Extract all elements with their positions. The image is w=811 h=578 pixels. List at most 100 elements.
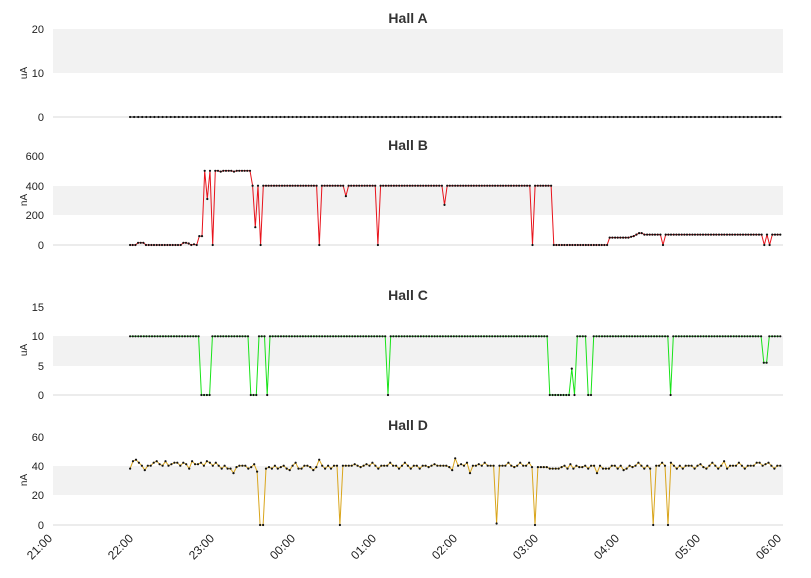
data-point (486, 115, 489, 119)
data-point (483, 461, 486, 464)
data-point (358, 184, 361, 187)
data-point (763, 243, 766, 247)
data-point (301, 335, 304, 338)
data-point (460, 463, 463, 466)
data-point (288, 184, 292, 187)
data-point (371, 461, 374, 464)
data-point (768, 335, 771, 338)
data-point (653, 335, 656, 338)
data-point (513, 466, 516, 469)
data-point (310, 184, 313, 187)
data-point (344, 115, 347, 119)
data-point (360, 184, 363, 187)
data-point (628, 464, 631, 467)
panel-hall-c-plot (129, 335, 782, 397)
data-point (576, 115, 579, 119)
data-point (406, 335, 409, 338)
data-point (282, 335, 285, 338)
data-point (560, 243, 563, 247)
data-point (282, 464, 285, 467)
data-point (494, 115, 497, 119)
data-point (153, 335, 156, 338)
data-point (459, 184, 462, 187)
data-point (214, 335, 217, 338)
data-point (176, 461, 179, 464)
data-point (472, 184, 475, 187)
data-point (490, 115, 493, 119)
data-point (182, 241, 185, 244)
data-point (312, 184, 315, 187)
data-point (477, 463, 480, 466)
data-point (571, 115, 575, 119)
data-point (440, 184, 443, 187)
data-point (741, 233, 745, 236)
data-point (743, 467, 746, 470)
data-point (546, 335, 549, 338)
data-point (499, 184, 502, 187)
data-point (297, 467, 300, 470)
data-point (572, 467, 575, 470)
data-point (545, 466, 548, 469)
data-point (227, 335, 230, 338)
data-point (341, 464, 344, 467)
data-point (421, 115, 424, 119)
data-point (219, 170, 222, 173)
data-point (544, 184, 547, 187)
data-point (157, 115, 160, 119)
data-point (445, 464, 448, 467)
data-point (520, 184, 523, 187)
data-point (348, 115, 351, 119)
data-point (419, 184, 422, 187)
data-point (274, 335, 277, 338)
data-point (398, 184, 401, 187)
data-point (779, 115, 782, 119)
data-point (416, 184, 419, 187)
data-point (276, 467, 279, 470)
data-point (563, 115, 567, 119)
data-point (652, 523, 655, 527)
data-point (189, 115, 193, 119)
data-point (235, 169, 238, 172)
data-point (734, 464, 738, 467)
data-point (567, 393, 571, 397)
data-point (375, 335, 379, 338)
data-point (702, 115, 705, 119)
data-point (491, 184, 494, 187)
data-point (762, 361, 765, 364)
data-point (267, 466, 271, 469)
data-point (158, 243, 161, 247)
data-point (688, 233, 691, 236)
data-point (584, 335, 587, 338)
data-point (344, 464, 347, 467)
data-point (634, 464, 637, 467)
data-point (699, 463, 702, 466)
data-point (717, 467, 720, 470)
data-point (179, 243, 182, 247)
data-point (603, 243, 606, 247)
data-point (744, 233, 747, 236)
data-point (152, 243, 156, 247)
panel-hall-a-ytick: 20 (32, 24, 44, 36)
data-point (380, 464, 383, 467)
data-point (412, 464, 415, 467)
data-point (288, 335, 291, 338)
data-point (187, 242, 190, 245)
data-point (632, 235, 635, 238)
data-point (587, 393, 590, 397)
panel-hall-d: Hall D nA 0 20 40 60 (19, 417, 783, 532)
data-point (592, 335, 595, 338)
data-point (504, 464, 507, 467)
data-point (131, 460, 135, 463)
data-point (458, 115, 461, 119)
data-point (302, 184, 305, 187)
data-point (771, 115, 774, 119)
data-point (584, 243, 587, 247)
data-point (334, 335, 337, 338)
data-point (480, 335, 483, 338)
data-point (495, 522, 498, 525)
data-point (345, 335, 348, 338)
data-point (656, 233, 659, 236)
data-point (260, 335, 263, 338)
data-point (142, 335, 145, 338)
data-point (275, 115, 278, 119)
